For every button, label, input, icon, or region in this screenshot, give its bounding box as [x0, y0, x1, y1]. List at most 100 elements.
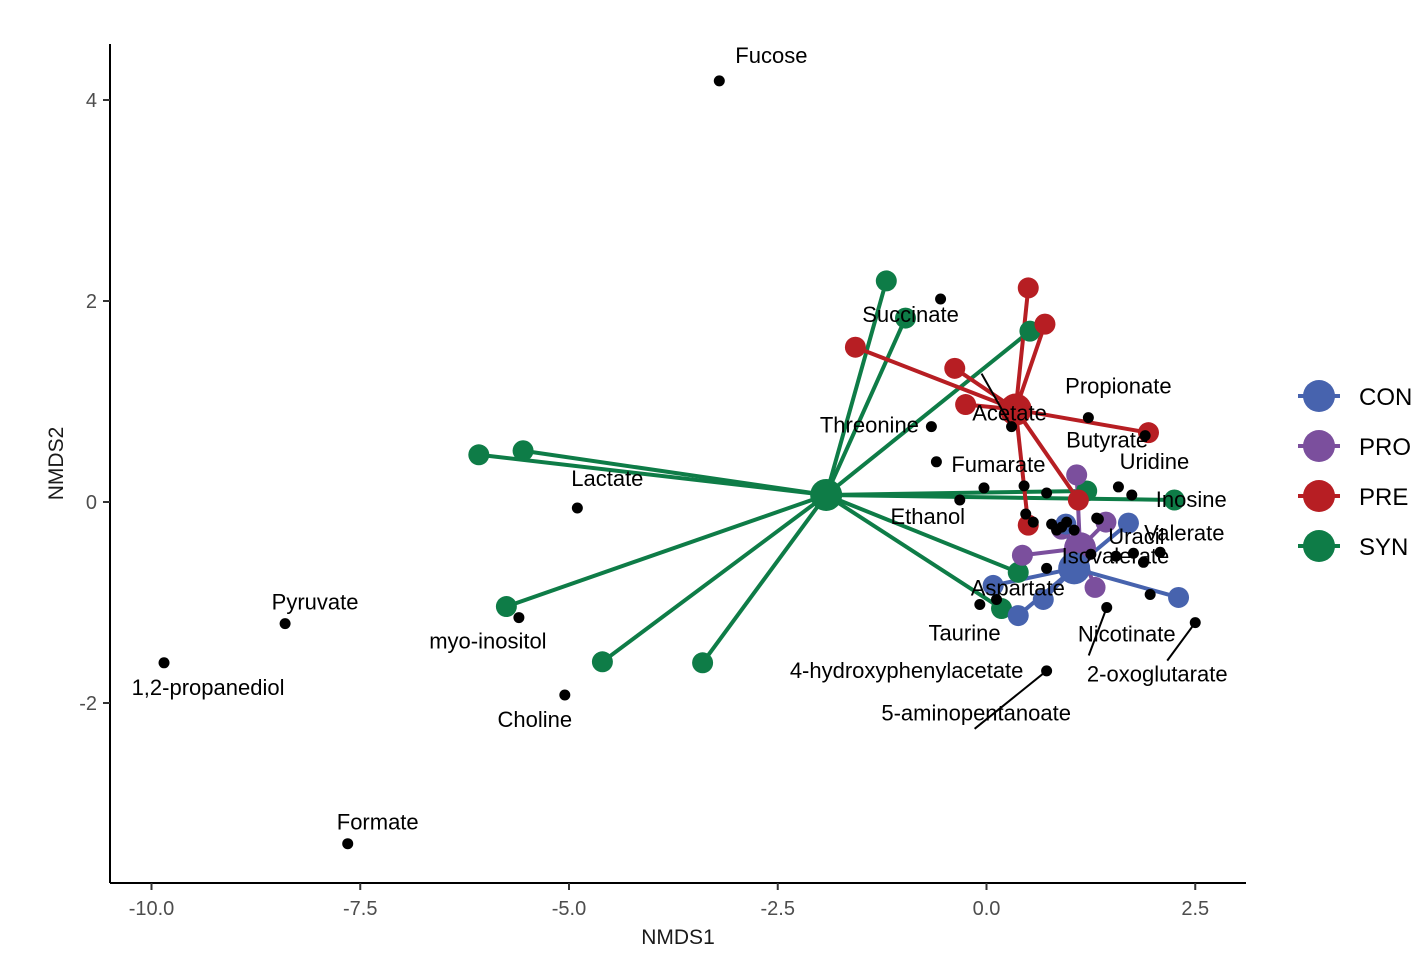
- x-tick-label: -7.5: [343, 898, 377, 920]
- spoke-syn-10: [505, 493, 827, 609]
- sample-con-2: [1168, 586, 1190, 608]
- spoke-pre-7: [1013, 409, 1031, 526]
- metabolite-label-acetate: Acetate: [972, 401, 1047, 426]
- axes: -10.0 -7.5 -5.0 -2.5 0.0 2.5 4 2 0 -2 NMDS1 NMDS…: [45, 44, 1246, 949]
- metabolite-fucose: Fucose: [713, 43, 807, 87]
- sample-syn-1: [875, 270, 897, 292]
- sample-syn-4: [468, 444, 490, 466]
- metabolite-point-pyruvate: [279, 618, 291, 630]
- spokes-syn: [478, 280, 1175, 664]
- metabolite-point-isovalerate: [1137, 556, 1149, 568]
- legend-item-pre: PRE: [1298, 480, 1408, 512]
- spoke-pre-3: [854, 345, 1017, 412]
- metabolite-point-1-2-propanediol: [158, 657, 170, 669]
- legend-key-marker: [1303, 530, 1335, 562]
- metabolite-point-valerate: [1154, 546, 1166, 558]
- metabolite-lactate: Lactate: [571, 466, 643, 514]
- metabolite-label-aspartate: Aspartate: [971, 576, 1065, 601]
- spoke-syn-11: [601, 493, 828, 664]
- spoke-syn-7: [826, 492, 1175, 502]
- x-tick-label: -10.0: [129, 898, 175, 920]
- spoke-syn-12: [700, 493, 828, 664]
- metabolite-point-succinate: [935, 293, 947, 305]
- x-tick-label: -2.5: [761, 898, 795, 920]
- y-tick-label: 2: [86, 291, 97, 313]
- metabolite-label-succinate: Succinate: [862, 302, 959, 327]
- metabolite-point-lactate: [571, 502, 583, 514]
- metabolite-point-ethanol: [954, 494, 966, 506]
- metabolite-label-propionate: Propionate: [1065, 374, 1171, 399]
- legend-key-marker: [1303, 430, 1335, 462]
- metabolite-point-unlabeled-15: [1085, 548, 1097, 560]
- metabolite-fumarate: Fumarate: [930, 452, 1045, 477]
- legend: CON PRO PRE SYN: [1298, 380, 1412, 562]
- sample-con-3: [982, 574, 1004, 596]
- sample-syn-5: [512, 440, 534, 462]
- y-tick-label: -2: [79, 693, 97, 715]
- metabolite-point-unlabeled-3: [1041, 487, 1053, 499]
- metabolite-point-butyrate: [1139, 430, 1151, 442]
- metabolite-point-inosine: [1126, 489, 1138, 501]
- metabolite-nicotinate: Nicotinate: [1078, 602, 1176, 656]
- metabolite-uracil: Uracil: [1092, 513, 1165, 549]
- metabolite-2-oxoglutarate: 2-oxoglutarate: [1087, 617, 1228, 687]
- metabolite-label-butyrate: Butyrate: [1066, 428, 1148, 453]
- spoke-syn-2: [824, 317, 908, 496]
- sample-syn-10: [495, 596, 517, 618]
- metabolite-label-2-oxoglutarate: 2-oxoglutarate: [1087, 662, 1228, 687]
- metabolite-point-5-aminopentanoate: [1144, 588, 1156, 600]
- legend-key-marker: [1303, 380, 1335, 412]
- sample-pro-3: [1011, 544, 1033, 566]
- spoke-syn-8: [825, 493, 1019, 575]
- metabolite-point-taurine: [991, 593, 1003, 605]
- sample-pro-4: [1084, 576, 1106, 598]
- metabolite-point-unlabeled-2: [1018, 480, 1030, 492]
- metabolite-formate: Formate: [337, 810, 419, 850]
- centroid-pre: [999, 393, 1032, 426]
- metabolite-uridine: Uridine: [1112, 449, 1189, 493]
- sample-pre-4: [944, 357, 966, 379]
- metabolite-ethanol: Ethanol: [890, 494, 966, 529]
- metabolite-point-threonine: [925, 421, 937, 433]
- metabolite-propionate: Propionate: [1065, 374, 1172, 424]
- leader-line-acetate: [980, 373, 1013, 428]
- leader-line-4-hydroxyphenylacetate: [973, 670, 1048, 730]
- sample-pre-2: [1034, 313, 1056, 335]
- metabolite-point-uridine: [1112, 481, 1124, 493]
- metabolite-acetate: Acetate: [972, 373, 1047, 433]
- legend-item-con: CON: [1298, 380, 1412, 412]
- legend-item-syn: SYN: [1298, 530, 1408, 562]
- x-tick-label: -5.0: [552, 898, 586, 920]
- y-tick-label: 4: [86, 90, 97, 112]
- metabolite-label-5-aminopentanoate: 5-aminopentanoate: [881, 700, 1071, 725]
- metabolite-label-pyruvate: Pyruvate: [272, 590, 359, 615]
- spoke-pre-8: [1014, 408, 1080, 502]
- spoke-syn-9: [825, 493, 1003, 611]
- metabolite-label-choline: Choline: [498, 707, 573, 732]
- metabolite-point-unlabeled-14: [1041, 562, 1053, 574]
- spoke-syn-3: [824, 329, 1032, 497]
- centroid-syn: [810, 478, 843, 511]
- centroid-con: [1058, 552, 1091, 585]
- metabolite-point-unlabeled-13: [1127, 547, 1139, 559]
- sample-con-1: [1117, 512, 1139, 534]
- metabolite-label-threonine: Threonine: [820, 413, 919, 438]
- y-tick-label: 0: [86, 492, 97, 514]
- sample-con-4: [1007, 605, 1029, 627]
- y-axis-title: NMDS2: [45, 427, 68, 501]
- x-axis-title: NMDS1: [641, 926, 715, 949]
- legend-label: PRO: [1359, 434, 1411, 461]
- sample-pre-3: [844, 336, 866, 358]
- metabolite-point-myo-inositol: [513, 612, 525, 624]
- metabolite-points: Fucose Succinate Propionate Threonine Acetat…: [132, 43, 1228, 850]
- sample-syn-11: [591, 651, 613, 673]
- metabolite-choline: Choline: [498, 689, 573, 732]
- metabolite-label-fumarate: Fumarate: [951, 452, 1045, 477]
- metabolite-point-aspartate: [974, 599, 986, 611]
- sample-pre-1: [1017, 277, 1039, 299]
- sample-syn-7: [1163, 489, 1185, 511]
- metabolite-point-formate: [342, 838, 354, 850]
- x-tick-label: 2.5: [1181, 898, 1209, 920]
- metabolite-label-fucose: Fucose: [735, 43, 807, 68]
